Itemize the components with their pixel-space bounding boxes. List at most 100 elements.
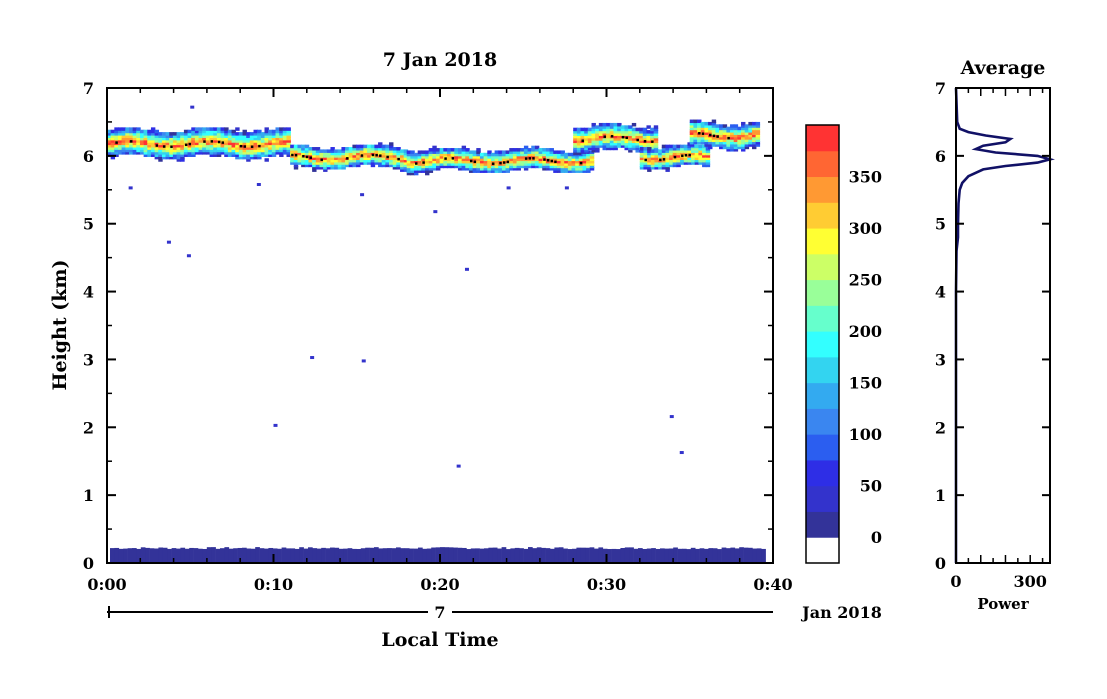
clutter-cell: [734, 548, 740, 562]
cloud-cell: [620, 127, 626, 132]
cloud-cell: [454, 152, 459, 157]
cloud-cell: [665, 144, 670, 149]
cloud-cell: [180, 136, 185, 141]
cloud-cell: [595, 132, 600, 136]
cloud-cell: [150, 132, 156, 136]
cloud-cell: [428, 150, 434, 154]
clutter-cell: [176, 548, 181, 562]
cloud-cell: [396, 163, 401, 168]
cloud-cell: [693, 126, 698, 131]
peak-dot: [579, 161, 583, 165]
cloud-cell: [231, 129, 236, 134]
cloud-cell: [143, 132, 149, 136]
cloud-cell: [726, 138, 731, 143]
cloud-cell: [242, 129, 247, 134]
cloud-cell: [669, 154, 674, 158]
cloud-cell: [406, 162, 412, 166]
cloud-cell: [487, 164, 492, 169]
clutter-cell: [110, 548, 115, 562]
cloud-cell: [323, 151, 328, 156]
cloud-cell: [635, 132, 640, 136]
cloud-cell: [620, 141, 626, 146]
noise-cell: [166, 240, 171, 244]
cloud-cell: [708, 124, 713, 128]
cloud-cell: [432, 148, 437, 152]
cloud-cell: [417, 155, 423, 159]
cloud-cell: [683, 156, 689, 161]
cloud-cell: [494, 152, 500, 157]
cloud-cell: [689, 138, 695, 143]
cloud-cell: [598, 125, 604, 129]
cloud-cell: [389, 149, 394, 153]
cloud-cell: [586, 162, 591, 166]
cloud-cell: [172, 134, 178, 138]
cloud-cell: [198, 148, 203, 153]
cloud-cell: [450, 152, 456, 157]
cloud-cell: [183, 153, 189, 157]
cloud-cell: [304, 163, 310, 168]
cloud-cell: [639, 147, 645, 151]
cloud-cell: [653, 130, 659, 134]
cloud-cell: [198, 141, 203, 146]
cloud-cell: [235, 153, 240, 157]
cloud-cell: [573, 134, 578, 139]
clutter-cell: [668, 548, 674, 562]
cloud-cell: [580, 127, 585, 132]
colorbar-tick-label: 200: [849, 322, 882, 341]
cloud-cell: [191, 134, 196, 138]
cloud-cell: [260, 136, 266, 141]
cloud-cell: [110, 143, 116, 148]
cloud-cell: [249, 141, 255, 146]
cloud-cell: [348, 163, 354, 168]
cloud-cell: [711, 126, 717, 131]
cloud-cell: [330, 151, 335, 156]
cloud-cell: [737, 126, 742, 131]
clutter-cell: [290, 548, 296, 562]
cloud-cell: [205, 139, 211, 143]
cloud-cell: [676, 158, 681, 163]
cloud-cell: [494, 150, 500, 154]
cloud-cell: [205, 127, 211, 131]
cloud-cell: [586, 164, 591, 169]
colorbar-swatch: [806, 537, 839, 564]
cloud-cell: [624, 144, 629, 148]
cloud-cell: [187, 129, 192, 134]
cloud-cell: [400, 161, 405, 165]
cloud-cell: [741, 138, 746, 143]
cloud-cell: [198, 151, 203, 155]
cloud-cell: [213, 143, 218, 148]
cloud-cell: [165, 153, 171, 157]
cloud-cell: [573, 139, 578, 144]
cloud-cell: [553, 152, 558, 157]
cloud-cell: [139, 143, 145, 148]
peak-dot: [716, 135, 719, 138]
cloud-cell: [741, 131, 746, 135]
cloud-cell: [187, 153, 192, 157]
cloud-cell: [669, 163, 674, 168]
clutter-cell: [264, 548, 269, 562]
cloud-cell: [650, 156, 656, 161]
peak-dot: [727, 136, 730, 140]
cloud-cell: [689, 129, 695, 133]
cloud-cell: [744, 124, 750, 128]
cloud-cell: [257, 146, 262, 150]
cloud-cell: [224, 127, 229, 131]
cloud-cell: [121, 143, 127, 148]
cloud-cell: [242, 134, 247, 138]
cloud-cell: [326, 149, 332, 153]
cloud-cell: [575, 157, 580, 162]
cloud-cell: [334, 163, 339, 168]
cloud-cell: [650, 154, 656, 158]
cloud-cell: [114, 132, 119, 136]
cloud-cell: [498, 164, 503, 169]
cloud-cell: [117, 143, 123, 148]
cloud-cell: [374, 158, 379, 163]
cloud-cell: [509, 152, 514, 157]
cloud-cell: [253, 155, 258, 160]
cloud-cell: [691, 158, 696, 163]
cloud-cell: [479, 167, 485, 171]
cloud-cell: [722, 145, 728, 150]
cloud-cell: [400, 163, 405, 168]
cloud-cell: [650, 127, 655, 132]
